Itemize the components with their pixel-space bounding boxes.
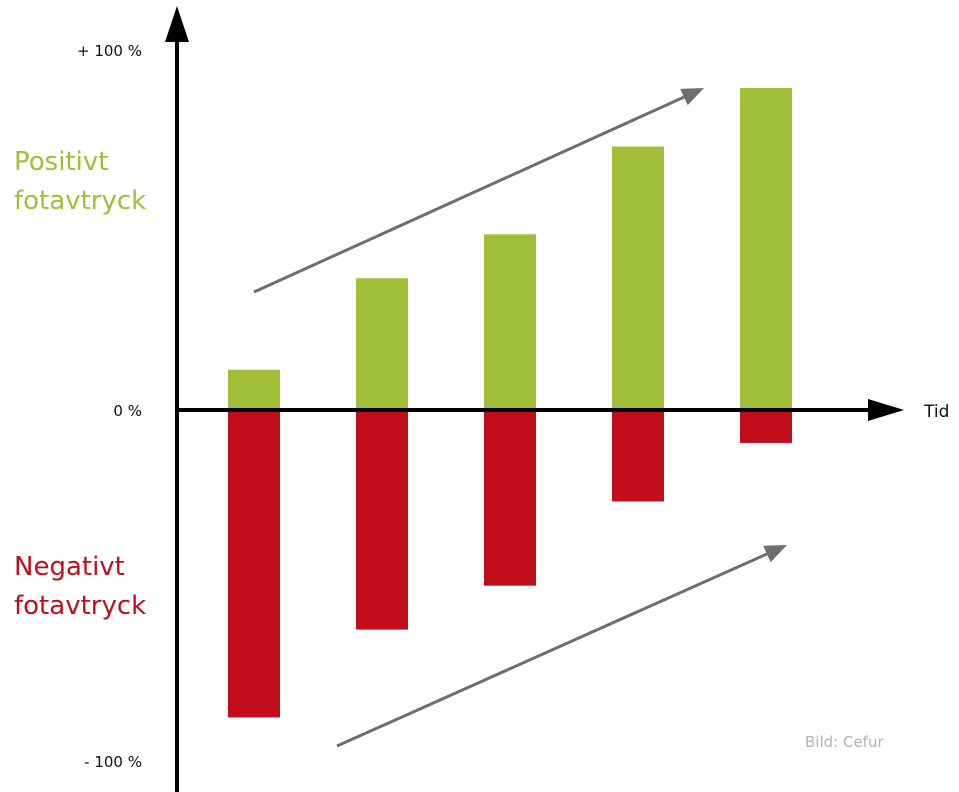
negative-footprint-label: Negativt fotavtryck — [14, 552, 146, 621]
positive-bar-1 — [228, 369, 280, 410]
negative-bar-2 — [356, 410, 408, 630]
positive-bar-2 — [356, 278, 408, 410]
negative-bar-4 — [612, 410, 664, 502]
negative-label-line-1: Negativt — [14, 552, 125, 582]
positive-bar-3 — [484, 234, 536, 410]
positive-footprint-label: Positivt fotavtryck — [14, 147, 146, 216]
x-axis-title: Tid — [923, 402, 949, 422]
negative-trend-arrow-head — [763, 545, 787, 563]
bars-group — [228, 87, 792, 718]
y-tick-label-3: - 100 % — [84, 753, 142, 771]
positive-trend-arrow — [253, 88, 704, 294]
y-tick-label-2: 0 % — [113, 402, 142, 420]
positive-trend-arrow-shaft — [253, 95, 685, 294]
negative-bar-5 — [740, 410, 792, 443]
positive-trend-arrow-head — [680, 88, 704, 106]
axes-group — [165, 6, 904, 792]
y-axis-arrowhead — [165, 6, 189, 42]
negative-bar-1 — [228, 410, 280, 718]
positive-bar-5 — [740, 87, 792, 411]
x-axis-arrowhead — [868, 399, 904, 421]
negative-label-line-2: fotavtryck — [14, 591, 146, 621]
y-tick-labels: + 100 % 0 % - 100 % — [77, 42, 142, 771]
negative-bar-3 — [484, 410, 536, 586]
positive-label-line-1: Positivt — [14, 147, 108, 177]
image-credit: Bild: Cefur — [805, 733, 884, 751]
trend-arrows — [253, 88, 787, 748]
negative-trend-arrow — [336, 545, 787, 748]
negative-trend-arrow-shaft — [336, 552, 768, 748]
positive-label-line-2: fotavtryck — [14, 186, 146, 216]
y-tick-label-1: + 100 % — [77, 42, 142, 60]
positive-bar-4 — [612, 146, 664, 411]
